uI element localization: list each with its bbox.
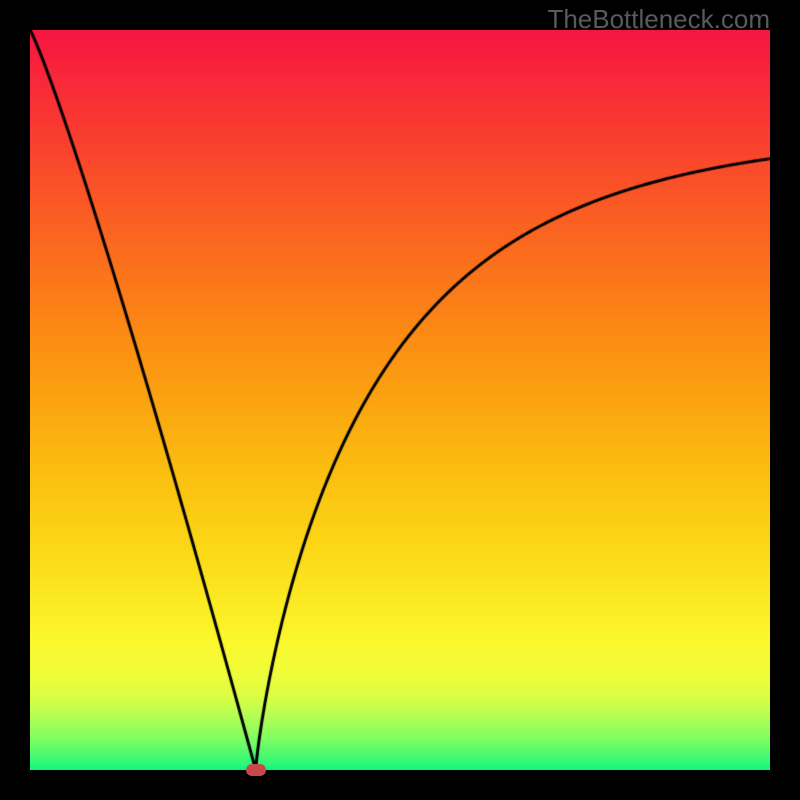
gradient-background — [30, 30, 770, 770]
plot-area — [30, 30, 770, 770]
chart-container: TheBottleneck.com — [0, 0, 800, 800]
watermark-text: TheBottleneck.com — [547, 4, 770, 35]
